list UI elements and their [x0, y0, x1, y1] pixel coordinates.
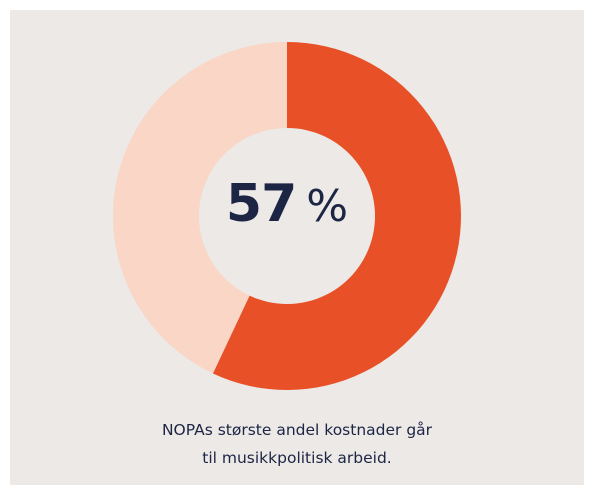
center-value: 57% [187, 178, 387, 230]
chart-card: 57% NOPAs største andel kostnader går ti… [10, 10, 584, 485]
center-value-unit: % [306, 181, 349, 232]
caption-line-2: til musikkpolitisk arbeid. [202, 449, 392, 467]
caption-line-1: NOPAs største andel kostnader går [161, 421, 433, 439]
donut-chart [113, 42, 461, 390]
center-value-number: 57 [225, 174, 297, 234]
donut-slice-1 [212, 42, 461, 390]
donut-slice-2 [113, 42, 288, 374]
chart-caption: NOPAs største andel kostnader går til mu… [10, 416, 584, 472]
